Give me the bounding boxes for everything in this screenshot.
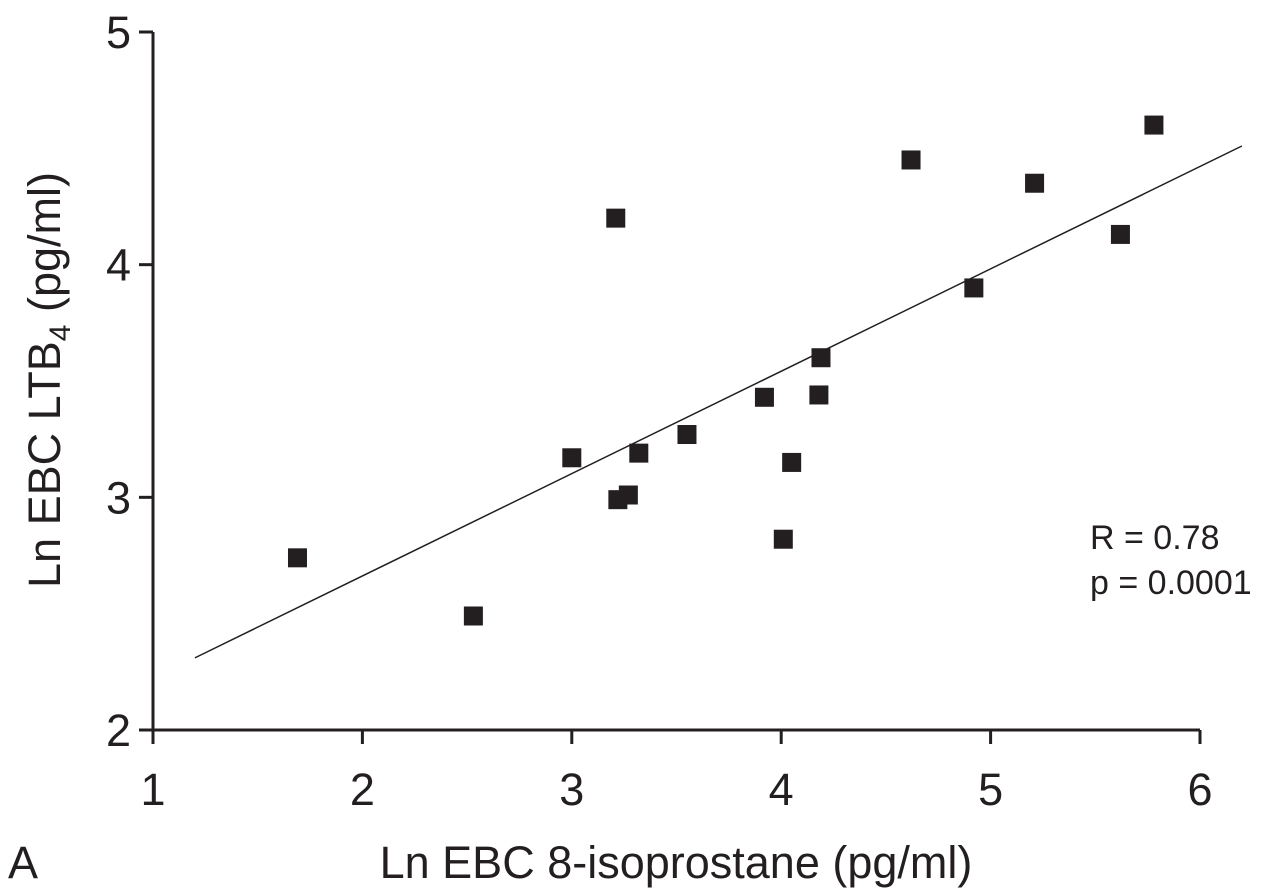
regression-line	[194, 145, 1243, 659]
data-point	[463, 606, 483, 626]
p-value-annotation: p = 0.0001	[1090, 564, 1252, 602]
data-point	[287, 548, 307, 568]
x-tick-label: 3	[559, 764, 584, 815]
panel-label: A	[8, 837, 38, 888]
y-tick-label: 4	[106, 240, 131, 291]
data-point	[629, 443, 649, 463]
data-point	[809, 385, 829, 405]
data-point	[677, 425, 697, 445]
data-point	[562, 448, 582, 468]
y-axis-label-main: Ln EBC LTB	[19, 341, 70, 588]
data-point	[606, 208, 626, 228]
axes	[151, 32, 1200, 732]
x-axis-label: Ln EBC 8-isoprostane (pg/ml)	[380, 837, 973, 888]
data-point	[754, 387, 774, 407]
data-point	[901, 150, 921, 170]
data-point	[811, 348, 831, 368]
x-tick-label: 4	[769, 764, 794, 815]
correlation-annotation: R = 0.78	[1090, 519, 1219, 557]
data-point	[618, 485, 638, 505]
data-point	[773, 529, 793, 549]
y-axis-ticks: 2 3 4 5	[106, 7, 153, 756]
y-tick-label: 3	[106, 472, 131, 523]
x-tick-label: 5	[978, 764, 1003, 815]
y-tick-label: 5	[106, 7, 131, 58]
data-point	[1110, 224, 1130, 244]
data-point	[964, 278, 984, 298]
y-tick-label: 2	[106, 705, 131, 756]
x-tick-label: 1	[140, 764, 165, 815]
y-axis-label: Ln EBC LTB4 (pg/ml)	[19, 172, 77, 588]
x-tick-label: 2	[350, 764, 375, 815]
data-point	[1144, 115, 1164, 135]
data-point	[782, 452, 802, 472]
y-axis-label-units: (pg/ml)	[19, 172, 70, 325]
x-axis-ticks: 1 2 3 4 5 6	[140, 730, 1213, 815]
data-point	[1025, 173, 1045, 193]
data-points	[287, 115, 1164, 626]
x-tick-label: 6	[1187, 764, 1212, 815]
y-axis-label-subscript: 4	[44, 325, 77, 342]
